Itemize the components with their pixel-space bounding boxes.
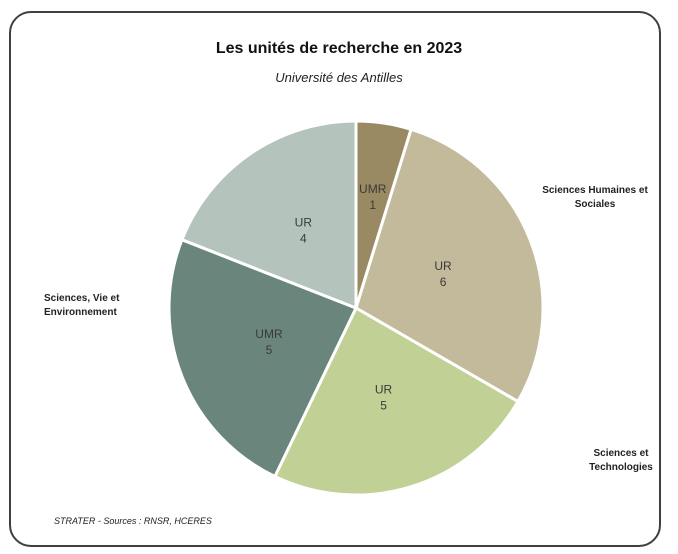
chart-subtitle: Université des Antilles bbox=[275, 70, 403, 85]
chart-title: Les unités de recherche en 2023 bbox=[215, 40, 463, 57]
slice-label-2: UR 6 bbox=[434, 259, 452, 289]
group-label-sciences-technologies: Sciences et Technologies bbox=[589, 448, 653, 473]
group-label-sciences-humaines-sociales: Sciences Humaines et Sociales bbox=[542, 185, 648, 210]
slice-label-1: UMR 1 bbox=[359, 182, 387, 212]
source-note: STRATER - Sources : RNSR, HCERES bbox=[54, 516, 212, 526]
slice-label-4: UMR 5 bbox=[255, 327, 283, 357]
pie-slice-3 bbox=[272, 305, 520, 497]
slice-label-5: UR 4 bbox=[295, 216, 313, 246]
pie-slice-4 bbox=[167, 237, 359, 479]
pie-slice-5 bbox=[179, 119, 358, 311]
group-label-sciences-vie-environnement: Sciences, Vie et Environnement bbox=[44, 293, 120, 318]
slice-label-3: UR 5 bbox=[375, 382, 393, 412]
